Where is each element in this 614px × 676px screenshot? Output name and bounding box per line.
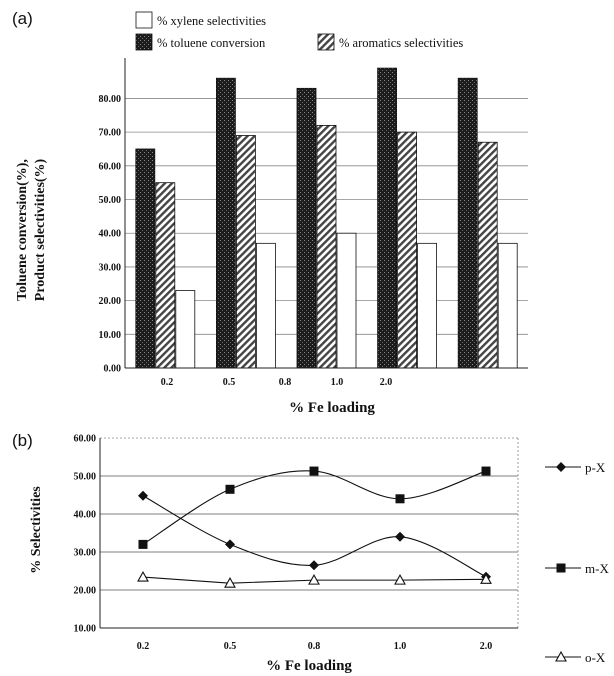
y-tick-label: 60.00 [99, 161, 122, 172]
legend-label: o-X [585, 650, 606, 665]
bar-y-axis-label-line2: Product selectivities(%) [33, 158, 48, 301]
legend-swatch [135, 11, 153, 29]
marker-square [309, 466, 319, 476]
line-legend: p-X m-X o-X [545, 460, 609, 665]
marker-triangle [394, 573, 406, 585]
x-tick-label: 0.5 [224, 641, 237, 652]
line-axes [99, 438, 518, 629]
bar [477, 141, 498, 369]
y-tick-label: 40.00 [74, 510, 97, 521]
y-tick-label: 80.00 [99, 94, 122, 105]
marker-square [395, 494, 405, 504]
series-line [142, 470, 487, 545]
line-gridlines [100, 437, 519, 628]
legend-label: % xylene selectivities [157, 14, 266, 28]
marker-square [481, 466, 491, 476]
bar [155, 182, 176, 369]
legend-label: % aromatics selectivities [339, 36, 463, 50]
bar [235, 135, 256, 369]
y-tick-label: 50.00 [99, 195, 122, 206]
series-p-X [138, 490, 491, 582]
y-tick-label: 70.00 [99, 128, 122, 139]
bar [296, 87, 317, 369]
bar-x-axis-label: % Fe loading [289, 400, 375, 416]
y-tick-label: 20.00 [74, 586, 97, 597]
bar [215, 77, 236, 369]
marker-square [225, 484, 235, 494]
y-tick-label: 60.00 [74, 434, 97, 445]
marker-triangle [137, 570, 149, 582]
y-tick-label: 30.00 [99, 262, 122, 273]
y-tick-label: 40.00 [99, 229, 122, 240]
marker-diamond [395, 531, 405, 542]
y-tick-label: 50.00 [74, 472, 97, 483]
marker-triangle [555, 650, 567, 662]
marker-diamond [225, 539, 235, 550]
bar [175, 290, 196, 369]
series-m-X [138, 466, 491, 549]
x-tick-label: 2.0 [380, 377, 393, 388]
marker-triangle [480, 573, 492, 584]
marker-triangle [308, 573, 320, 585]
line-tick-labels: 10.00 20.00 30.00 40.00 50.00 60.00 0.2 0.5 0.8 1… [74, 434, 493, 653]
bar-chart-panel: (a) % xylene selectivities % toluene conv… [12, 9, 528, 416]
panel-a-label: (a) [12, 9, 33, 28]
bar [457, 77, 478, 369]
bar-tick-labels: 0.00 10.00 20.00 30.00 40.00 50.00 60.00 70.00 8… [99, 94, 393, 388]
x-tick-label: 2.0 [480, 641, 493, 652]
y-tick-label: 20.00 [99, 296, 122, 307]
bar [135, 148, 156, 369]
panel-b-label: (b) [12, 431, 33, 450]
legend-label: % toluene conversion [157, 36, 266, 50]
y-tick-label: 10.00 [74, 624, 97, 635]
x-tick-label: 0.8 [279, 377, 292, 388]
bar [497, 242, 518, 369]
marker-square [138, 539, 148, 549]
y-tick-label: 30.00 [74, 548, 97, 559]
marker-diamond [556, 462, 566, 472]
series-o-X [137, 570, 492, 588]
bar [417, 242, 438, 369]
legend-swatch [317, 33, 335, 51]
marker-diamond [309, 560, 319, 571]
line-y-axis-label: % Selectivities [29, 486, 44, 574]
bar-y-axis-label-line1: Toluene conversion(%), [15, 159, 30, 301]
x-tick-label: 0.2 [161, 377, 174, 388]
legend-swatch [135, 33, 153, 51]
bar [255, 242, 276, 369]
marker-diamond [138, 490, 148, 501]
bar [377, 67, 398, 369]
line-x-axis-label: % Fe loading [266, 658, 352, 674]
bar-axes [124, 58, 528, 369]
bar-legend: % xylene selectivities % toluene conversi… [135, 11, 463, 51]
marker-triangle [224, 577, 236, 588]
bar [397, 131, 418, 369]
legend-label: m-X [585, 561, 609, 576]
bar [316, 124, 337, 369]
y-tick-label: 10.00 [99, 330, 122, 341]
y-tick-label: 0.00 [104, 364, 122, 375]
line-chart-panel: (b) 10.00 20.00 30.00 40.00 50.00 60.00 0.2 0.5… [12, 431, 609, 674]
bar [336, 232, 357, 369]
line-series [137, 466, 492, 588]
x-tick-label: 1.0 [331, 377, 344, 388]
x-tick-label: 0.5 [223, 377, 236, 388]
x-tick-label: 1.0 [394, 641, 407, 652]
x-tick-label: 0.8 [308, 641, 321, 652]
x-tick-label: 0.2 [137, 641, 150, 652]
legend-label: p-X [585, 460, 606, 475]
bar-marks [135, 67, 518, 369]
marker-square [556, 563, 566, 573]
